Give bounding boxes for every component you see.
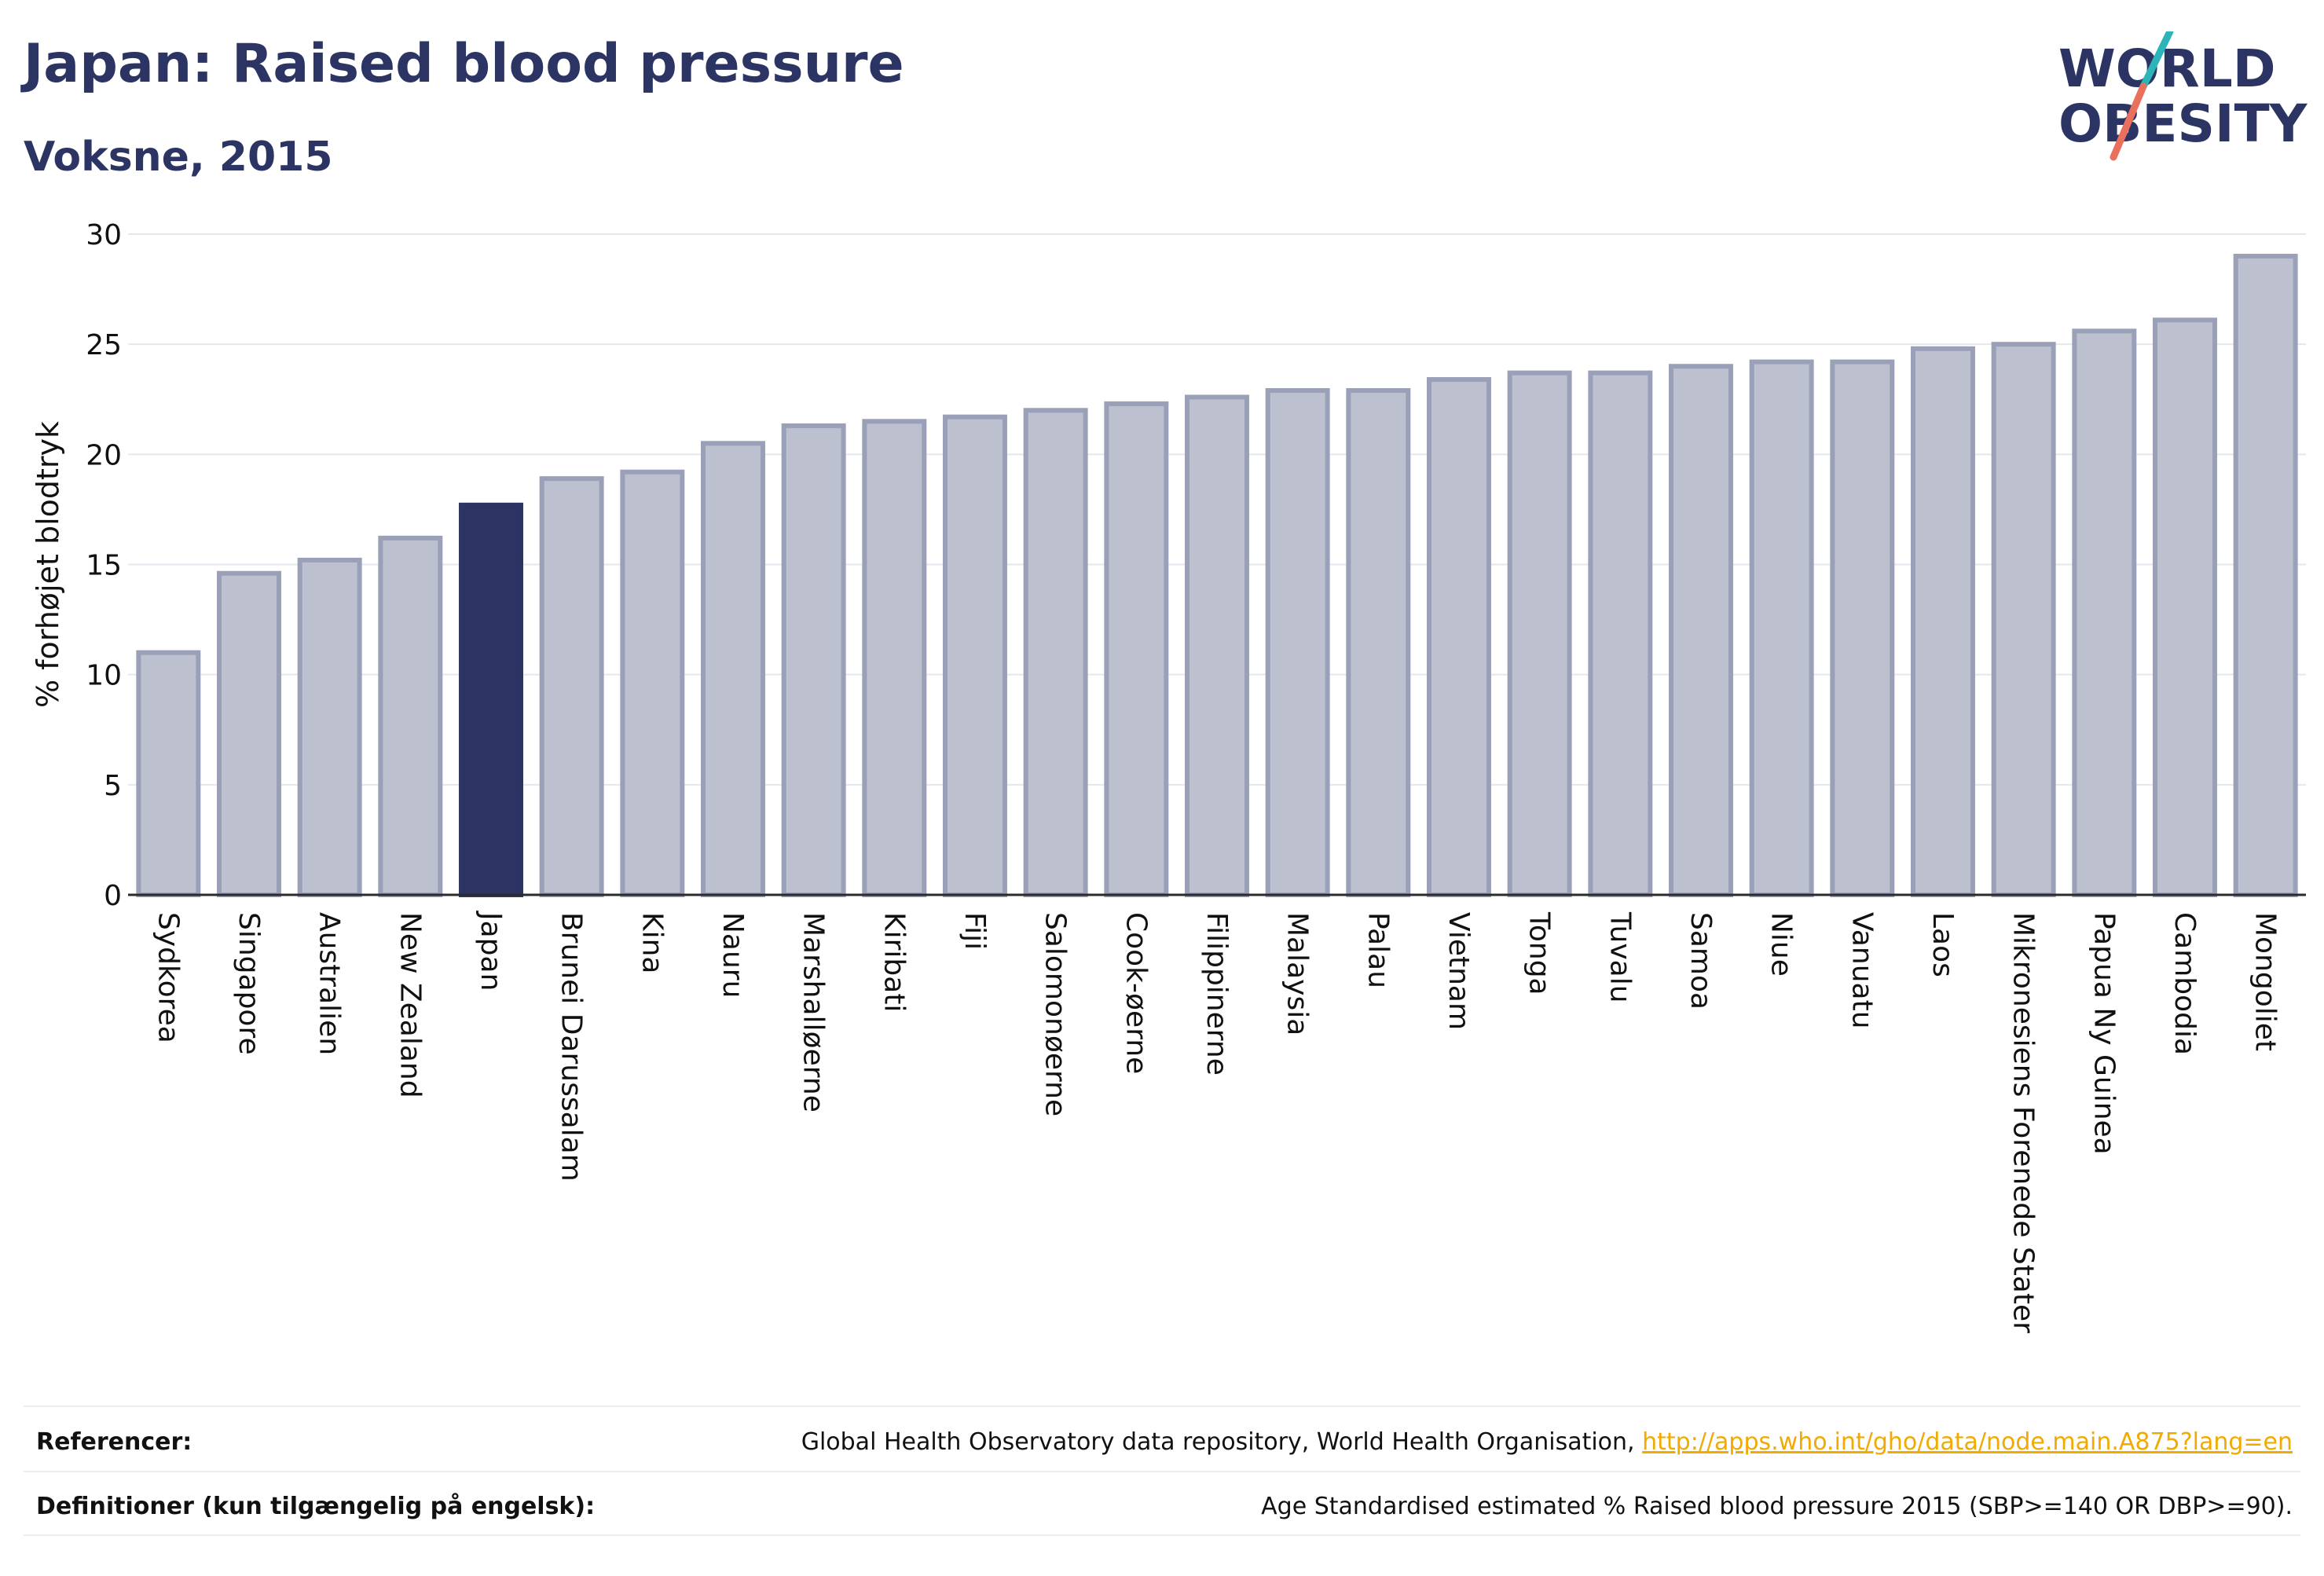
- bar: [1911, 346, 1975, 898]
- bar: [2233, 254, 2298, 897]
- footer-divider-bottom: [24, 1534, 2300, 1536]
- definitions-label: Definitioner (kun tilgængelig på engelsk…: [36, 1493, 596, 1520]
- logo-line2: OBESITY: [2058, 93, 2308, 154]
- x-tick-label: Fiji: [959, 912, 991, 950]
- bar: [943, 414, 1007, 897]
- bar: [1749, 359, 1814, 897]
- chart-subtitle: Voksne, 2015: [24, 134, 333, 181]
- x-tick-label: Cambodia: [2168, 912, 2201, 1055]
- references-text: Global Health Observatory data repositor…: [801, 1428, 1635, 1456]
- bar: [378, 535, 443, 897]
- footer-divider-top: [24, 1406, 2300, 1407]
- x-tick-label: Australien: [313, 912, 346, 1055]
- bar: [620, 469, 685, 897]
- x-tick-label: Laos: [1926, 912, 1959, 977]
- bar: [1185, 394, 1249, 897]
- x-tick-label: Sydkorea: [152, 912, 184, 1043]
- x-tick-label: Mongoliet: [2249, 912, 2282, 1051]
- x-tick-label: Japan: [475, 911, 507, 991]
- x-tick-labels: Sydkorea Singapore Australien New Zealand Ja…: [152, 911, 2281, 1333]
- x-tick-label: Malaysia: [1281, 912, 1314, 1035]
- bar: [1669, 364, 1733, 897]
- logo-slash-top: [2139, 31, 2174, 90]
- x-tick-label: Brunei Darussalam: [555, 912, 588, 1182]
- x-tick-label: Kiribati: [878, 912, 910, 1012]
- y-tick-label: 30: [86, 219, 122, 251]
- x-tick-label: New Zealand: [394, 912, 426, 1098]
- logo-line1: WORLD: [2058, 38, 2276, 99]
- x-tick-label: Vietnam: [1442, 912, 1475, 1030]
- bar: [2072, 328, 2137, 897]
- x-tick-label: Cook-øerne: [1120, 912, 1152, 1074]
- bar: [1991, 342, 2056, 897]
- bar: [701, 441, 765, 897]
- bar: [2153, 317, 2217, 897]
- logo-slash-bottom: [2110, 82, 2147, 161]
- x-tick-label: Papua Ny Guinea: [2088, 912, 2120, 1155]
- y-tick-label: 20: [86, 439, 122, 471]
- world-obesity-logo: WORLD OBESITY: [2058, 31, 2308, 161]
- y-axis-label: % forhøjet blodtryk: [31, 421, 65, 708]
- bar: [781, 423, 846, 897]
- x-tick-label: Tuvalu: [1604, 911, 1636, 1003]
- x-tick-label: Samoa: [1684, 912, 1717, 1010]
- x-tick-label: Palau: [1362, 912, 1394, 988]
- x-tick-label: Filippinerne: [1200, 912, 1233, 1076]
- bar: [217, 570, 281, 897]
- x-tick-label: Salomonøerne: [1039, 912, 1072, 1116]
- chart-title: Japan: Raised blood pressure: [24, 33, 904, 95]
- x-tick-label: Niue: [1765, 912, 1798, 977]
- bar: [1588, 370, 1653, 897]
- bar-chart: 0 5 10 15 20 25 30 Sydkorea Singapore Australien…: [31, 219, 2306, 1333]
- x-tick-label: Kina: [636, 912, 668, 974]
- bar: [1346, 388, 1411, 897]
- bar: [1427, 377, 1491, 897]
- x-tick-label: Vanuatu: [1846, 912, 1878, 1029]
- y-tick-label: 25: [86, 329, 122, 361]
- x-tick-label: Marshalløerne: [797, 912, 830, 1112]
- bar: [297, 557, 362, 897]
- x-tick-label: Singapore: [233, 912, 265, 1055]
- bar-highlighted: [459, 502, 523, 897]
- bar: [1507, 370, 1572, 897]
- references-label: Referencer:: [36, 1428, 192, 1456]
- x-tick-label: Nauru: [717, 912, 749, 998]
- y-tick-labels: 0 5 10 15 20 25 30: [86, 219, 122, 912]
- bars: [136, 254, 2298, 898]
- definitions-value: Age Standardised estimated % Raised bloo…: [1261, 1493, 2293, 1520]
- footer-divider-middle: [24, 1471, 2300, 1472]
- x-tick-label: Mikronesiens Forenede Stater: [2007, 912, 2040, 1333]
- bar: [1023, 408, 1088, 897]
- references-value: Global Health Observatory data repositor…: [801, 1428, 2293, 1456]
- bar: [862, 419, 927, 897]
- bar: [136, 650, 201, 898]
- references-link[interactable]: http://apps.who.int/gho/data/node.main.A…: [1642, 1428, 2293, 1456]
- bar: [1830, 359, 1895, 897]
- y-tick-label: 10: [86, 660, 122, 692]
- y-tick-label: 15: [86, 550, 122, 582]
- bar: [539, 476, 604, 897]
- x-tick-label: Tonga: [1523, 911, 1556, 995]
- bar: [1104, 401, 1169, 897]
- bar: [1265, 388, 1330, 897]
- y-tick-label: 0: [104, 880, 122, 912]
- y-tick-label: 5: [104, 770, 122, 802]
